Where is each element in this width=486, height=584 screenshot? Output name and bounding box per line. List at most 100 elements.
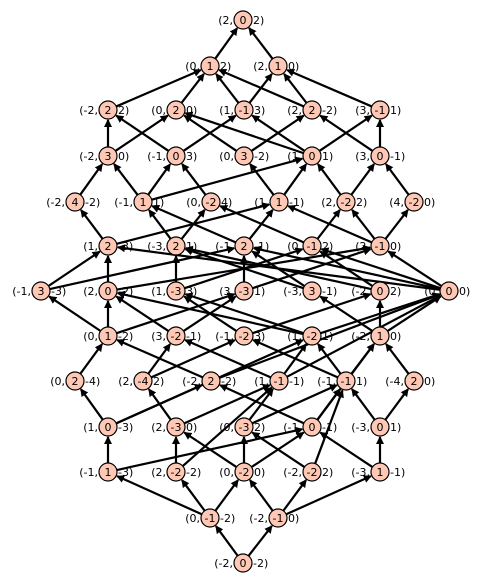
node-right-label: 0) (186, 421, 197, 434)
node-center-label: 1 (105, 330, 112, 343)
node-center-label: 1 (276, 196, 283, 209)
node-left-label: (0, (186, 196, 201, 209)
node-right-label: -3) (51, 285, 66, 298)
node-right-label: -3) (118, 240, 133, 253)
node-right-label: -2) (186, 466, 201, 479)
graph-node: 1 (-2, 0) (351, 326, 401, 346)
node-right-label: 0) (288, 60, 299, 73)
graph-node: 2 (-2, 2) (79, 100, 129, 120)
node-circle (302, 146, 322, 166)
node-center-label: -2 (206, 196, 217, 209)
edge-arrow (252, 245, 441, 291)
node-center-label: 0 (377, 150, 384, 163)
node-center-label: 2 (241, 240, 248, 253)
node-right-label: 1) (186, 240, 197, 253)
edge-arrow (215, 525, 239, 557)
graph-node: 3 (-1, -3) (12, 281, 66, 301)
node-center-label: 0 (240, 557, 247, 570)
node-circle (370, 462, 390, 482)
edge-arrow (317, 163, 342, 196)
node-circle (268, 508, 288, 528)
node-left-label: (-2, (351, 330, 370, 343)
node-center-label: 0 (105, 421, 112, 434)
edge-arrow (319, 114, 374, 152)
edge-arrow (351, 209, 376, 240)
node-center-label: -1 (205, 512, 216, 525)
node-right-label: -3) (118, 421, 133, 434)
node-circle (98, 462, 118, 482)
graph-node: -2 (-1, 3) (215, 326, 265, 346)
graph-node: 2 (0, 0) (151, 100, 197, 120)
edge-arrow (113, 163, 139, 196)
node-center-label: 2 (72, 375, 79, 388)
node-left-label: (1, (254, 375, 269, 388)
node-center-label: 1 (140, 196, 147, 209)
node-center-label: -3 (171, 421, 182, 434)
node-left-label: (1, (83, 240, 98, 253)
node-circle (302, 462, 322, 482)
node-center-label: -1 (307, 240, 318, 253)
node-center-label: -2 (239, 466, 250, 479)
graph-node: 1 (-1, 1) (114, 192, 164, 212)
node-circle (404, 371, 424, 391)
node-right-label: 2) (153, 375, 164, 388)
edge-arrow (80, 209, 104, 240)
node-center-label: 0 (377, 285, 384, 298)
node-left-label: (-1, (317, 375, 336, 388)
node-circle (302, 236, 322, 256)
node-right-label: 4) (221, 196, 232, 209)
node-circle (233, 553, 253, 573)
node-right-label: -2) (118, 285, 133, 298)
node-right-label: 2) (118, 104, 129, 117)
node-circle (336, 371, 356, 391)
node-left-label: (0, (424, 285, 439, 298)
node-center-label: 0 (446, 285, 453, 298)
graph-node: -3 (2, 0) (151, 417, 197, 437)
edge-arrow (283, 163, 308, 196)
node-left-label: (0, (219, 466, 234, 479)
node-circle (234, 326, 254, 346)
node-circle (269, 192, 289, 212)
edge-arrow (181, 479, 206, 512)
node-left-label: (3, (355, 104, 370, 117)
edge-arrow (116, 292, 236, 335)
node-left-label: (0, (83, 330, 98, 343)
edge-arrow (79, 388, 104, 421)
graph-node: 2 (-4, 0) (385, 371, 435, 391)
node-right-label: 2) (356, 196, 367, 209)
edge-arrow (350, 163, 375, 196)
node-left-label: (2, (218, 14, 233, 27)
node-circle (234, 281, 254, 301)
edge-arrow (48, 295, 102, 332)
graph-node: -3 (3, 1) (219, 281, 265, 301)
edge-arrow (115, 114, 170, 152)
node-left-label: (2, (253, 60, 268, 73)
graph-node: -1 (-2, 0) (249, 508, 299, 528)
node-left-label: (3, (219, 285, 234, 298)
node-right-label: 2) (253, 14, 264, 27)
node-left-label: (2, (151, 421, 166, 434)
graph-node: -2 (2, -2) (151, 462, 201, 482)
node-left-label: (2, (83, 285, 98, 298)
node-right-label: 0) (118, 150, 129, 163)
graph-node: -4 (2, 2) (118, 371, 164, 391)
edge-arrow (184, 247, 304, 290)
graph-node: 1 (2, 0) (253, 56, 299, 76)
node-left-label: (-4, (385, 375, 404, 388)
node-center-label: 1 (377, 466, 384, 479)
node-circle (302, 417, 322, 437)
node-right-label: -2) (254, 150, 269, 163)
node-center-label: -2 (341, 196, 352, 209)
edge-arrow (251, 384, 338, 425)
edge-arrow (248, 27, 274, 60)
node-left-label: (0, (151, 104, 166, 117)
edge-arrow (79, 163, 104, 196)
edge-arrow (116, 290, 304, 336)
edge-arrow (384, 388, 409, 421)
graph-node: -2 (3, -1) (151, 326, 201, 346)
node-circle (133, 192, 153, 212)
node-circle (166, 462, 186, 482)
graph-node: 2 (2, -2) (287, 100, 337, 120)
edge-arrow (350, 343, 375, 375)
